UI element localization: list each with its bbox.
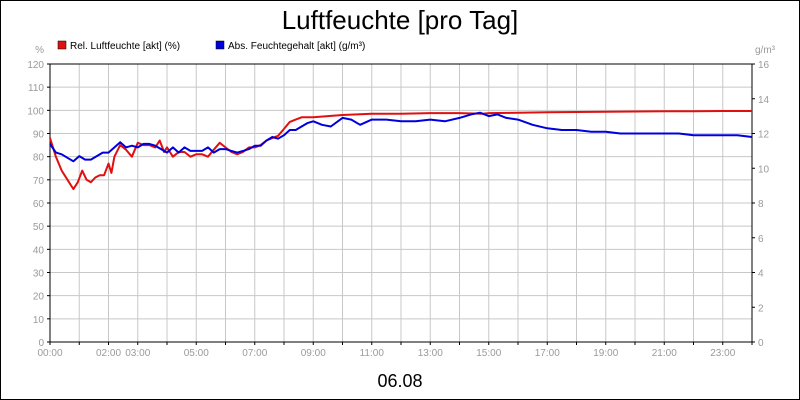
left-tick-label: 30 bbox=[33, 269, 45, 280]
legend-swatch-abs-humidity bbox=[215, 40, 225, 50]
plot-area bbox=[49, 63, 753, 343]
right-tick-label: 14 bbox=[758, 95, 770, 106]
left-tick-label: 100 bbox=[27, 106, 44, 117]
right-tick-label: 16 bbox=[758, 60, 770, 71]
left-tick-label: 20 bbox=[33, 292, 45, 303]
x-tick-label: 11:00 bbox=[360, 348, 385, 359]
left-tick-label: 60 bbox=[33, 199, 45, 210]
x-tick-label: 17:00 bbox=[535, 348, 560, 359]
left-tick-label: 90 bbox=[33, 130, 45, 141]
right-tick-label: 2 bbox=[758, 303, 764, 314]
x-axis-ticks: 00:00 02:00 03:00 05:00 07:00 09:00 11:00 13:00… bbox=[37, 342, 753, 359]
x-tick-label: 07:00 bbox=[242, 348, 267, 359]
right-tick-label: 6 bbox=[758, 234, 764, 245]
left-tick-label: 10 bbox=[33, 315, 45, 326]
series-line-abs-humidity bbox=[49, 111, 753, 163]
left-axis-ticks: 0 10 20 30 40 50 60 70 80 90 100 110 120 bbox=[27, 60, 50, 349]
x-tick-label: 09:00 bbox=[301, 348, 326, 359]
right-tick-label: 10 bbox=[758, 164, 770, 175]
left-tick-label: 110 bbox=[28, 83, 44, 94]
x-tick-label: 21:00 bbox=[652, 348, 677, 359]
right-axis-unit: g/m³ bbox=[755, 45, 776, 56]
right-axis-ticks: 0 2 4 6 8 10 12 14 16 bbox=[752, 60, 770, 349]
legend-label-abs-humidity: Abs. Feuchtegehalt [akt] (g/m³) bbox=[228, 41, 365, 52]
x-tick-label: 02:00 bbox=[96, 348, 121, 359]
x-tick-label: 15:00 bbox=[476, 348, 501, 359]
legend-swatch-rel-humidity bbox=[57, 40, 67, 50]
x-tick-label: 19:00 bbox=[593, 348, 618, 359]
right-tick-label: 0 bbox=[758, 338, 764, 349]
x-tick-label: 03:00 bbox=[125, 348, 150, 359]
left-tick-label: 50 bbox=[33, 222, 45, 233]
right-tick-label: 8 bbox=[758, 199, 764, 210]
left-tick-label: 0 bbox=[38, 338, 44, 349]
right-tick-label: 12 bbox=[758, 130, 770, 141]
x-tick-label: 13:00 bbox=[418, 348, 443, 359]
left-tick-label: 70 bbox=[33, 176, 45, 187]
chart-title: Luftfeuchte [pro Tag] bbox=[282, 5, 519, 35]
x-tick-label: 23:00 bbox=[710, 348, 735, 359]
series-layer bbox=[49, 110, 753, 191]
series-line-rel-humidity bbox=[49, 110, 752, 191]
legend-label-rel-humidity: Rel. Luftfeuchte [akt] (%) bbox=[70, 41, 180, 52]
left-tick-label: 80 bbox=[33, 153, 45, 164]
x-tick-label: 00:00 bbox=[37, 348, 62, 359]
x-tick-label: 05:00 bbox=[184, 348, 209, 359]
legend: Rel. Luftfeuchte [akt] (%) Abs. Feuchteg… bbox=[57, 40, 365, 52]
date-label: 06.08 bbox=[377, 371, 422, 391]
left-tick-label: 120 bbox=[27, 60, 44, 71]
left-axis-unit: % bbox=[35, 45, 44, 56]
right-tick-label: 4 bbox=[758, 269, 764, 280]
grid bbox=[50, 63, 752, 343]
left-tick-label: 40 bbox=[33, 245, 45, 256]
